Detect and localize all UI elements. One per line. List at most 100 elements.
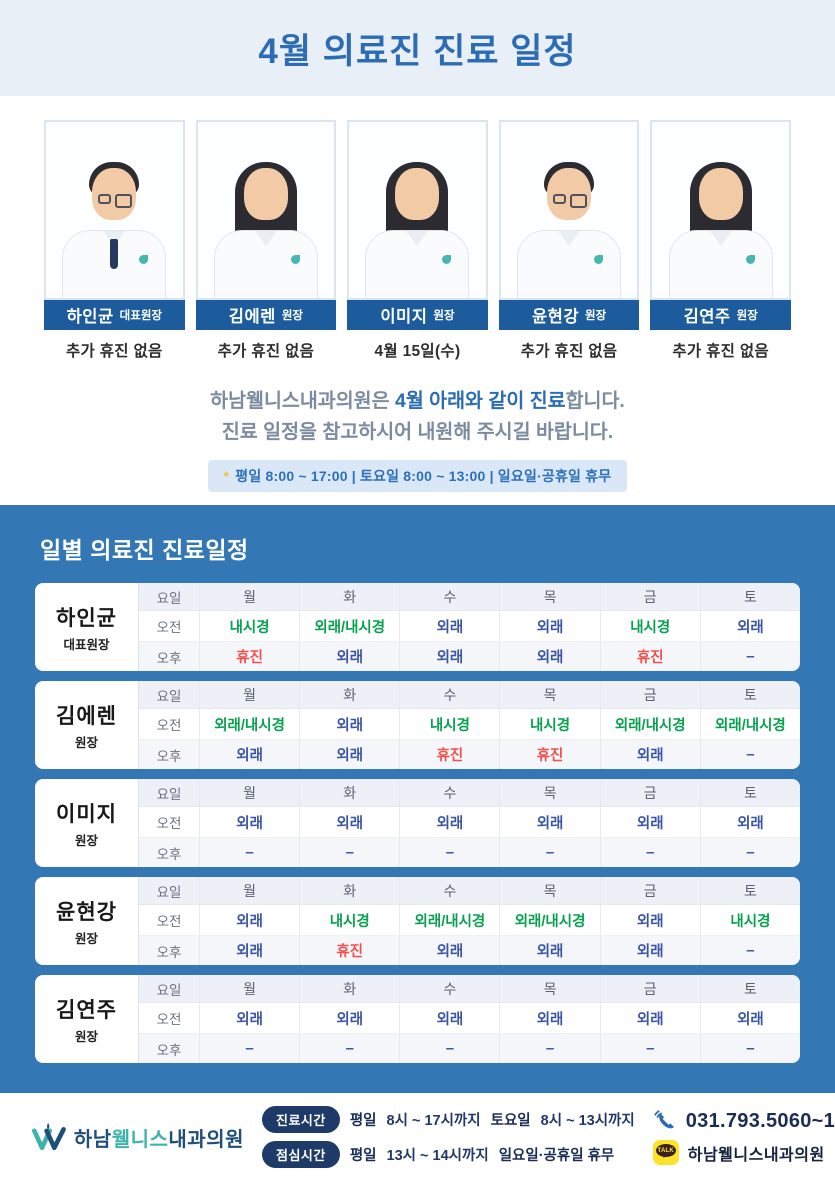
schedule-doctor-name: 하인균 [56, 606, 117, 630]
clinic-logo: 하남웰니스내과의원 [32, 1118, 244, 1156]
schedule-doctor-name: 윤현강 [56, 900, 117, 924]
schedule-cell: 외래 [599, 905, 700, 935]
row-label: 오전 [139, 1003, 199, 1033]
schedule-doctor-name: 김에렌 [56, 704, 117, 728]
schedule-grid: 요일 월 화 수 목 금 토 오전 외래 외래 외래 외래 외래 외래 오후 – – – – – – [139, 975, 800, 1063]
schedule-cell: 외래 [399, 641, 500, 671]
schedule-cell: – [699, 837, 800, 867]
schedule-cell: 외래 [399, 611, 500, 641]
kakao-channel-name: 하남웰니스내과의원 [687, 1146, 825, 1164]
schedule-doctor-title: 원장 [74, 1029, 98, 1044]
schedule-cell: 외래 [599, 739, 700, 769]
schedule-doctor-title: 원장 [74, 833, 98, 848]
row-label: 요일 [139, 681, 199, 709]
doctor-holiday-note: 추가 휴진 없음 [217, 343, 315, 360]
schedule-cell: 외래/내시경 [199, 709, 300, 739]
schedule-cell: – [599, 837, 700, 867]
doctor-card: 김연주 원장 추가 휴진 없음 [650, 120, 791, 361]
doctor-photo [195, 120, 337, 300]
doctor-card: 하인균 대표원장 추가 휴진 없음 [44, 120, 185, 361]
clinic-logo-icon [32, 1123, 66, 1151]
schedule-cell: 휴진 [299, 935, 400, 965]
day-header-cell: 화 [299, 975, 400, 1003]
treatment-hours-row: 진료시간 평일 8시 ~ 17시까지 토요일 8시 ~ 13시까지 [262, 1106, 635, 1133]
schedule-heading: 일별 의료진 진료일정 [40, 537, 249, 563]
row-label: 오전 [139, 611, 199, 641]
day-header-cell: 토 [699, 975, 800, 1003]
doctor-card: 윤현강 원장 추가 휴진 없음 [498, 120, 640, 361]
schedule-cell: 외래 [199, 807, 300, 837]
schedule-cell: 외래 [399, 1003, 500, 1033]
row-label: 오후 [139, 837, 199, 867]
schedule-cell: 휴진 [599, 641, 700, 671]
row-label: 요일 [139, 975, 199, 1003]
doctor-nameplate: 이미지 원장 [347, 300, 488, 330]
doctor-nameplate: 김연주 원장 [650, 300, 791, 330]
schedule-doctor-title: 대표원장 [63, 637, 110, 652]
lunch-hours-pill: 점심시간 [262, 1141, 340, 1168]
schedule-doctor-col: 윤현강 원장 [35, 877, 139, 965]
schedule-doctor-name: 김연주 [56, 998, 117, 1022]
star-icon: * [223, 468, 230, 484]
doctor-title: 원장 [281, 310, 303, 322]
doctor-name: 하인균 [66, 308, 114, 326]
schedule-cell: 외래 [199, 935, 300, 965]
schedule-cell: – [199, 837, 300, 867]
row-label: 요일 [139, 779, 199, 807]
day-header-cell: 수 [399, 583, 500, 611]
day-header-cell: 월 [199, 877, 300, 905]
schedule-grid: 요일 월 화 수 목 금 토 오전 외래 내시경 외래/내시경 외래/내시경 외래 내시경 오후 외래 휴진 외래… [139, 877, 800, 965]
schedule-cell: 내시경 [199, 611, 300, 641]
schedule-cell: 외래 [299, 807, 400, 837]
footer-hours: 진료시간 평일 8시 ~ 17시까지 토요일 8시 ~ 13시까지 점심시간 평일 1… [262, 1106, 635, 1168]
schedule-table: 하인균 대표원장 요일 월 화 수 목 금 토 오전 내시경 외래/내시경 외래 외래 내시경 외래 오후 휴… [35, 583, 800, 671]
doctor-title: 대표원장 [119, 310, 162, 322]
day-header-cell: 금 [599, 975, 700, 1003]
schedule-cell: 외래/내시경 [499, 905, 600, 935]
poster-title: 4월 의료진 진료 일정 [258, 31, 577, 71]
doctor-cards-row: 하인균 대표원장 추가 휴진 없음 김에렌 원장 추가 휴진 없음 [0, 96, 835, 361]
schedule-cell: 내시경 [699, 905, 800, 935]
schedule-doctor-col: 하인균 대표원장 [35, 583, 139, 671]
schedule-cell: 휴진 [499, 739, 600, 769]
schedule-cell: 외래 [499, 807, 600, 837]
doctor-photo [44, 120, 185, 300]
schedule-table: 윤현강 원장 요일 월 화 수 목 금 토 오전 외래 내시경 외래/내시경 외래/내시경 외래 내시경 오… [35, 877, 800, 965]
schedule-cell: 외래 [399, 807, 500, 837]
schedule-cell: 외래 [499, 935, 600, 965]
schedule-cell: – [199, 1033, 300, 1063]
day-header-cell: 수 [399, 779, 500, 807]
schedule-cell: 외래 [199, 1003, 300, 1033]
doctor-figure [666, 162, 776, 298]
day-header-cell: 금 [599, 877, 700, 905]
schedule-grid: 요일 월 화 수 목 금 토 오전 외래/내시경 외래 내시경 내시경 외래/내시경 외래/내시경 오후 외래… [139, 681, 800, 769]
row-label: 오후 [139, 935, 199, 965]
row-label: 오후 [139, 739, 199, 769]
schedule-cell: – [699, 641, 800, 671]
row-label: 요일 [139, 877, 199, 905]
doctor-name: 이미지 [380, 308, 428, 326]
row-label: 오전 [139, 709, 199, 739]
schedule-cell: 내시경 [499, 709, 600, 739]
doctor-holiday-note: 4월 15일(수) [374, 343, 461, 360]
schedule-cell: 외래 [699, 807, 800, 837]
doctor-nameplate: 하인균 대표원장 [44, 300, 185, 330]
row-label: 요일 [139, 583, 199, 611]
doctor-photo [347, 120, 488, 300]
schedule-cell: 외래/내시경 [299, 611, 400, 641]
schedule-cell: 외래/내시경 [399, 905, 500, 935]
daily-schedule-section: 일별 의료진 진료일정 하인균 대표원장 요일 월 화 수 목 금 토 오전 내시경 외래/내시경… [0, 505, 835, 1093]
schedule-cell: – [699, 739, 800, 769]
day-header-cell: 목 [499, 583, 600, 611]
day-header-cell: 월 [199, 681, 300, 709]
day-header-cell: 수 [399, 681, 500, 709]
doctor-photo [650, 120, 791, 300]
day-header-cell: 목 [499, 877, 600, 905]
schedule-cell: – [299, 1033, 400, 1063]
notice-highlight: 4월 아래와 같이 진료 [394, 390, 566, 412]
doctor-card: 김에렌 원장 추가 휴진 없음 [195, 120, 337, 361]
schedule-cell: 외래/내시경 [599, 709, 700, 739]
hours-badge: * 평일 8:00 ~ 17:00 | 토요일 8:00 ~ 13:00 | 일요… [207, 460, 628, 492]
schedule-cell: 외래 [199, 905, 300, 935]
schedule-cell: – [299, 837, 400, 867]
